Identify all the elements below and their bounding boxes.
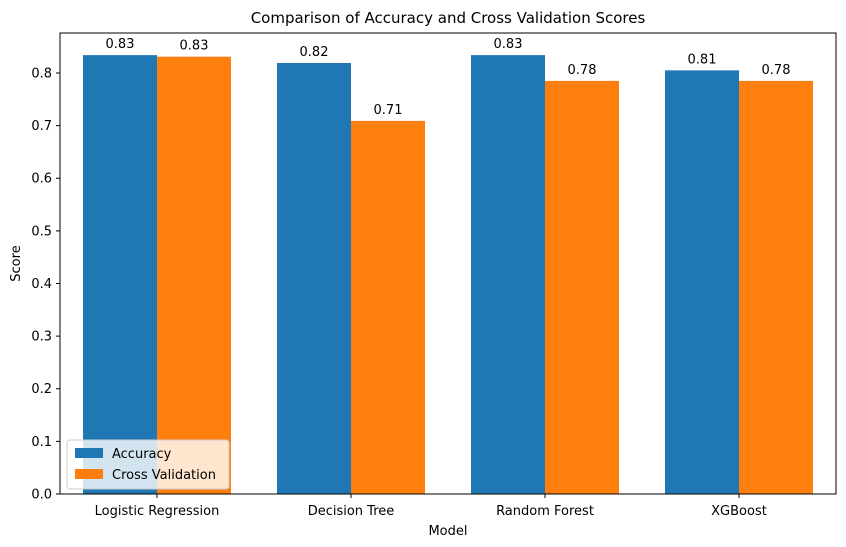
y-axis-label: Score bbox=[9, 245, 24, 281]
legend: Accuracy Cross Validation bbox=[66, 439, 230, 490]
bar-cross-validation-1 bbox=[351, 120, 425, 494]
x-tick-label-0: Logistic Regression bbox=[95, 504, 220, 519]
x-tick-label-2: Random Forest bbox=[496, 504, 594, 519]
x-axis: Logistic Regression Decision Tree Random F… bbox=[95, 494, 767, 519]
data-label-cross-validation-3: 0.78 bbox=[762, 63, 791, 78]
x-tick-label-1: Decision Tree bbox=[308, 504, 395, 519]
y-tick-label-3: 0.3 bbox=[31, 330, 52, 345]
y-tick-label-6: 0.6 bbox=[31, 172, 52, 187]
y-tick-label-0: 0.0 bbox=[31, 488, 52, 503]
chart-title: Comparison of Accuracy and Cross Validat… bbox=[251, 9, 646, 27]
legend-label-cross-validation: Cross Validation bbox=[112, 468, 216, 483]
y-axis: 0.0 0.1 0.2 0.3 0.4 0.5 0.6 0.7 0.8 bbox=[31, 66, 60, 503]
data-label-cross-validation-0: 0.83 bbox=[180, 39, 209, 54]
data-label-accuracy-1: 0.82 bbox=[300, 45, 329, 60]
legend-swatch-cross-validation bbox=[75, 469, 103, 479]
x-tick-label-3: XGBoost bbox=[711, 504, 767, 519]
data-label-cross-validation-2: 0.78 bbox=[568, 63, 597, 78]
plot-area: 0.83 0.83 0.820.710.830.780.810.78 0.00.10… bbox=[31, 32, 837, 519]
data-label-accuracy-3: 0.81 bbox=[688, 52, 717, 67]
legend-box bbox=[66, 439, 230, 490]
y-tick-label-5: 0.5 bbox=[31, 224, 52, 239]
y-tick-label-7: 0.7 bbox=[31, 119, 52, 134]
bar-accuracy-0 bbox=[83, 55, 157, 494]
legend-swatch-accuracy bbox=[75, 448, 103, 458]
legend-label-accuracy: Accuracy bbox=[112, 447, 172, 462]
bars-group bbox=[83, 55, 813, 494]
bar-cross-validation-2 bbox=[545, 80, 619, 494]
y-tick-label-8: 0.8 bbox=[31, 66, 52, 81]
y-tick-label-2: 0.2 bbox=[31, 382, 52, 397]
bar-accuracy-3 bbox=[665, 70, 739, 494]
bar-cross-validation-3 bbox=[739, 80, 813, 494]
bar-accuracy-1 bbox=[277, 62, 351, 494]
y-tick-label-1: 0.1 bbox=[31, 435, 52, 450]
data-label-accuracy-0: 0.83 bbox=[106, 37, 135, 52]
plot-frame bbox=[59, 32, 837, 495]
data-label-accuracy-2: 0.83 bbox=[494, 37, 523, 52]
data-label-cross-validation-1: 0.71 bbox=[374, 103, 403, 118]
x-axis-label: Model bbox=[428, 524, 467, 539]
data-labels-group: 0.83 0.83 0.82 0.71 0.83 0.78 0.81 0.78 bbox=[106, 37, 791, 118]
bar-cross-validation-0 bbox=[157, 56, 231, 494]
y-tick-label-4: 0.4 bbox=[31, 277, 52, 292]
bar-accuracy-2 bbox=[471, 55, 545, 494]
